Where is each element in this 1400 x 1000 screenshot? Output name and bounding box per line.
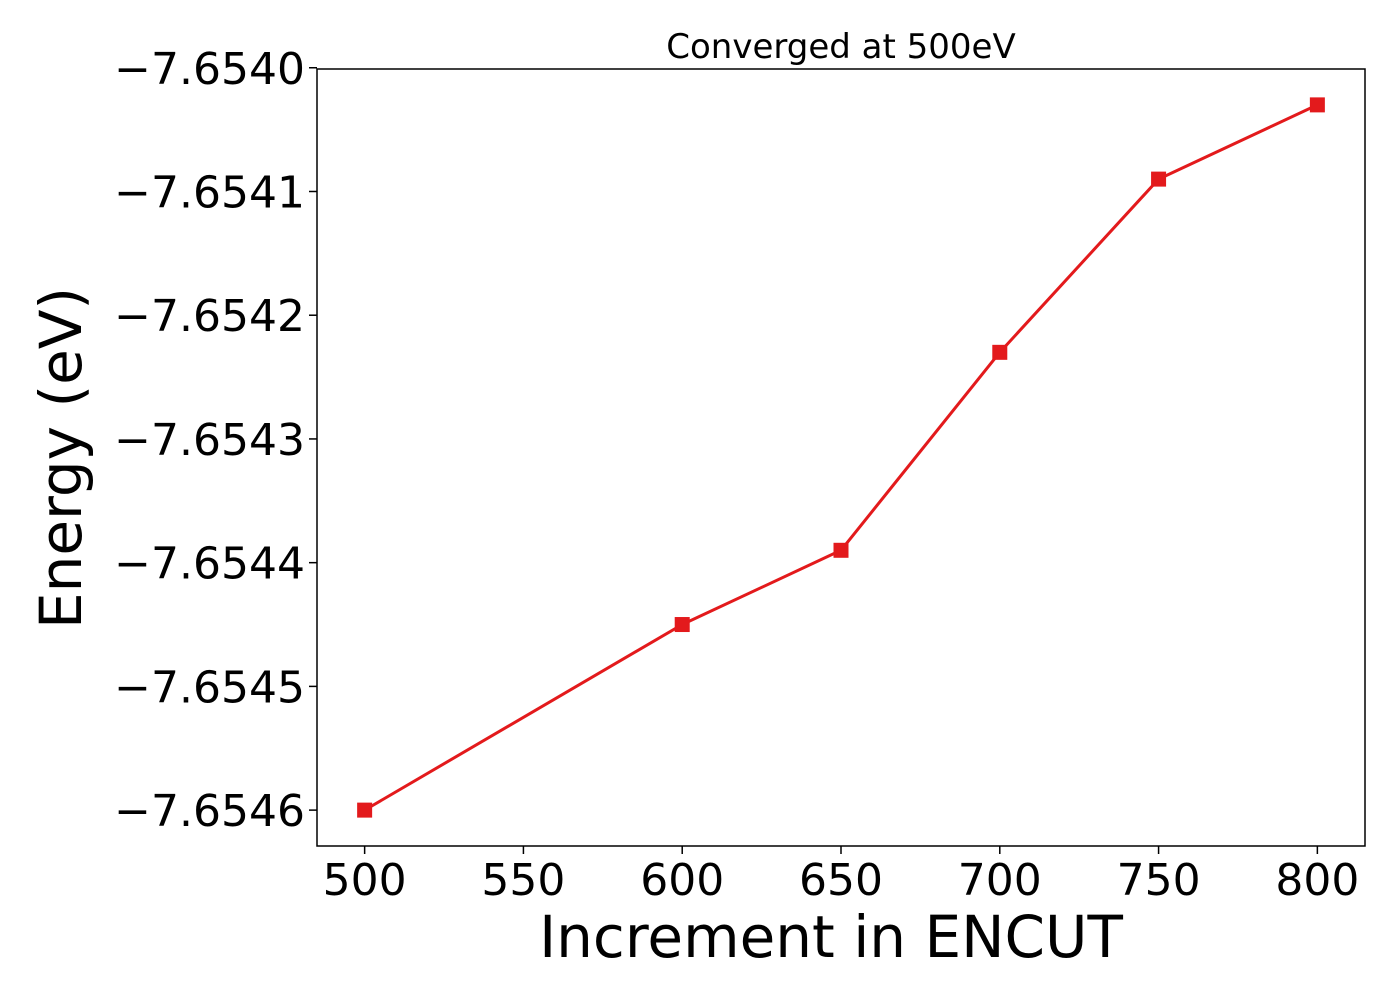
data-point-marker <box>1151 171 1167 187</box>
y-tick-label: −7.6543 <box>114 415 305 466</box>
chart-title: Converged at 500eV <box>666 27 1015 67</box>
data-point-marker <box>674 617 690 633</box>
data-point-marker <box>357 802 373 818</box>
plot-background <box>317 69 1365 846</box>
y-tick-label: −7.6545 <box>114 662 305 713</box>
x-tick-label: 750 <box>1117 855 1201 906</box>
x-tick-label: 800 <box>1275 855 1359 906</box>
x-tick-label: 650 <box>799 855 883 906</box>
y-tick-label: −7.6544 <box>114 539 305 590</box>
x-axis-label: Increment in ENCUT <box>539 903 1123 971</box>
plot-content <box>357 97 1325 818</box>
x-tick-label: 700 <box>958 855 1042 906</box>
series-line <box>363 103 1319 812</box>
data-point-marker <box>1309 97 1325 113</box>
x-tick-label: 600 <box>640 855 724 906</box>
y-tick-label: −7.6546 <box>114 786 305 837</box>
data-point-marker <box>833 542 849 558</box>
y-axis: −7.6546 −7.6545 −7.6544 −7.6543 −7.6542 −7.65… <box>114 44 317 837</box>
y-axis-label: Energy (eV) <box>27 287 95 629</box>
data-point-marker <box>992 344 1008 360</box>
x-tick-label: 550 <box>481 855 565 906</box>
y-tick-label: −7.6542 <box>114 291 305 342</box>
y-tick-label: −7.6541 <box>114 167 305 218</box>
y-tick-label: −7.6540 <box>114 44 305 95</box>
x-axis: 500 550 600 650 700 750 800 <box>323 846 1359 906</box>
x-tick-label: 500 <box>323 855 407 906</box>
